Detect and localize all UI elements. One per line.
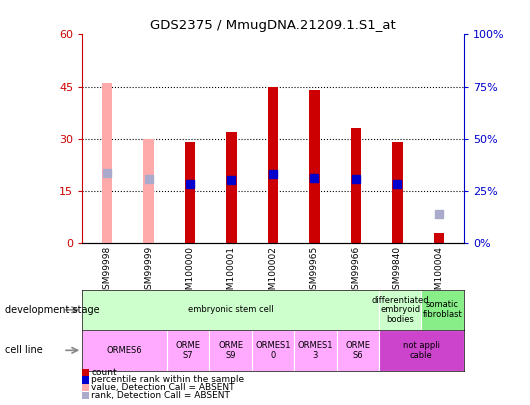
Bar xyxy=(167,330,209,371)
Text: ORMES1
3: ORMES1 3 xyxy=(298,341,333,360)
Bar xyxy=(102,83,112,243)
Text: value, Detection Call = ABSENT: value, Detection Call = ABSENT xyxy=(91,383,235,392)
Bar xyxy=(268,87,278,243)
Bar xyxy=(226,132,237,243)
Text: ORME
S7: ORME S7 xyxy=(175,341,201,360)
Bar xyxy=(185,142,195,243)
Text: somatic
fibroblast: somatic fibroblast xyxy=(422,301,462,319)
Text: development stage: development stage xyxy=(5,305,100,315)
Bar xyxy=(82,290,379,330)
Text: rank, Detection Call = ABSENT: rank, Detection Call = ABSENT xyxy=(91,391,230,400)
Bar xyxy=(309,90,320,243)
Bar xyxy=(379,330,464,371)
Text: ORMES1
0: ORMES1 0 xyxy=(255,341,290,360)
Text: ORME
S9: ORME S9 xyxy=(218,341,243,360)
Text: percentile rank within the sample: percentile rank within the sample xyxy=(91,375,244,384)
Bar xyxy=(379,290,421,330)
Bar xyxy=(143,139,154,243)
Text: ORME
S6: ORME S6 xyxy=(345,341,370,360)
Bar xyxy=(337,330,379,371)
Bar xyxy=(209,330,252,371)
Text: embryonic stem cell: embryonic stem cell xyxy=(188,305,273,314)
Text: count: count xyxy=(91,368,117,377)
Bar xyxy=(392,142,403,243)
Text: ORMES6: ORMES6 xyxy=(107,346,143,355)
Text: cell line: cell line xyxy=(5,345,43,355)
Bar xyxy=(421,290,464,330)
Bar xyxy=(82,330,167,371)
Title: GDS2375 / MmugDNA.21209.1.S1_at: GDS2375 / MmugDNA.21209.1.S1_at xyxy=(150,19,396,32)
Text: differentiated
embryoid
bodies: differentiated embryoid bodies xyxy=(372,296,429,324)
Bar xyxy=(252,330,294,371)
Bar xyxy=(434,232,444,243)
Bar xyxy=(294,330,337,371)
Bar xyxy=(351,128,361,243)
Text: not appli
cable: not appli cable xyxy=(403,341,440,360)
